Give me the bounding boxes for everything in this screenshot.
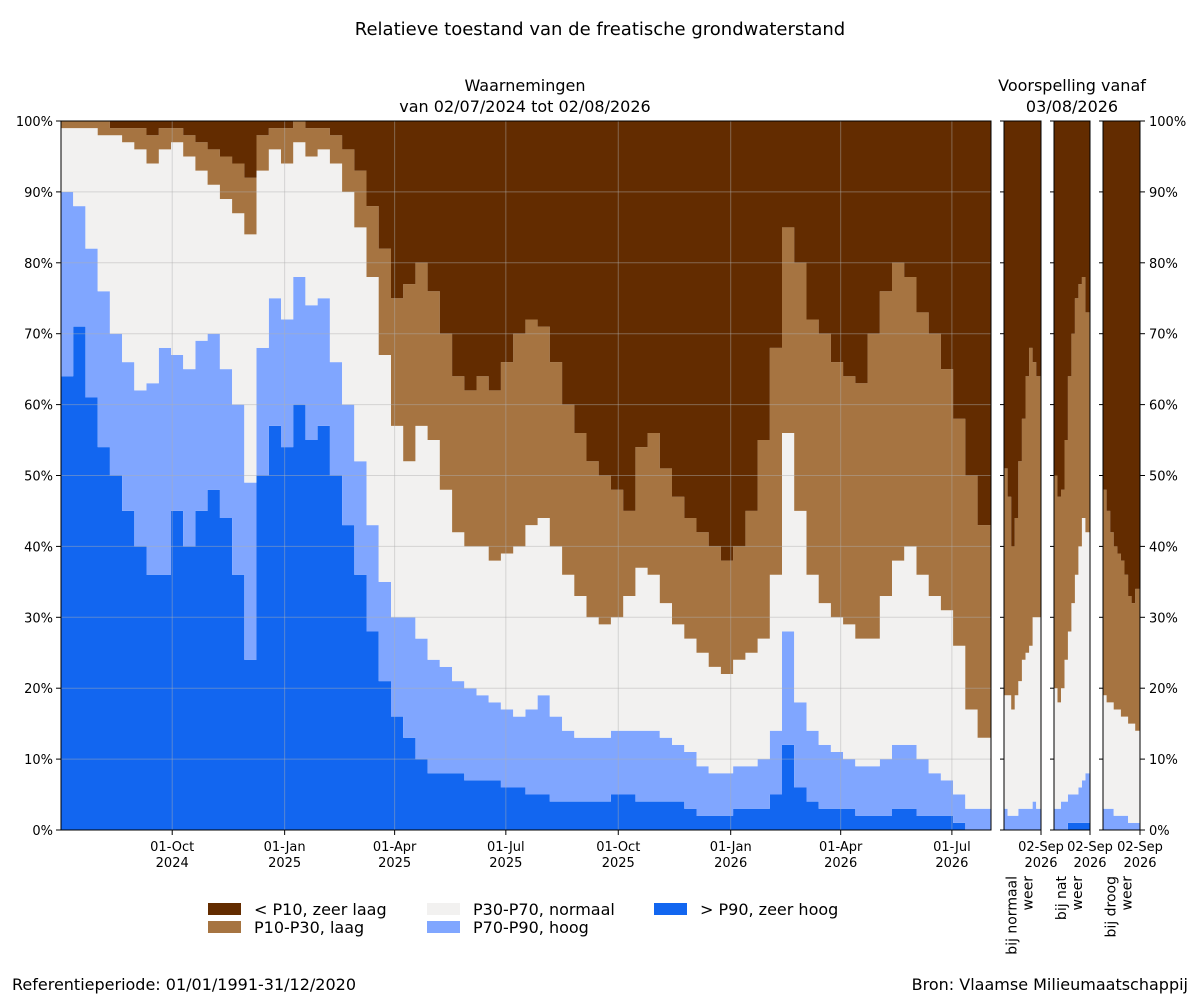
y-tick-label-left: 60% (24, 399, 53, 414)
y-tick-label-right: 90% (1149, 186, 1178, 201)
x-tick-label-year: 2025 (268, 856, 301, 871)
forecast-area-zl (1054, 121, 1090, 497)
forecast-x-tick-label-year: 2026 (1024, 856, 1057, 871)
x-tick-label: 01-Oct (150, 840, 194, 855)
forecast-scenario-label-line2: weer (1021, 876, 1037, 911)
y-tick-label-left: 30% (24, 611, 53, 626)
forecast-title-line2: 03/08/2026 (1026, 97, 1118, 116)
observation-area-zl (61, 121, 991, 561)
y-tick-label-right: 10% (1149, 753, 1178, 768)
forecast-scenario-label-line1: bij normaal (1005, 876, 1021, 955)
legend-label-n: P30-P70, normaal (473, 900, 615, 919)
forecast-x-tick-label: 02-Sep (1117, 840, 1163, 855)
x-tick-label: 01-Apr (373, 840, 417, 855)
legend-swatch-h (427, 921, 460, 933)
forecast-scenario-label-line2: weer (1120, 876, 1136, 911)
forecast-area-l (1103, 489, 1140, 731)
x-tick-label: 01-Jan (264, 840, 306, 855)
observation-area-h (61, 191, 991, 830)
x-tick-label: 01-Jul (933, 840, 971, 855)
forecast-x-tick-label: 02-Sep (1067, 840, 1113, 855)
forecast-scenario-label-line1: bij nat (1054, 875, 1070, 920)
source-credit: Bron: Vlaamse Milieumaatschappij (912, 975, 1188, 994)
legend-swatch-l (208, 921, 241, 933)
x-tick-label-year: 2026 (935, 856, 968, 871)
legend-label-h: P70-P90, hoog (473, 918, 589, 937)
x-tick-label: 01-Oct (596, 840, 640, 855)
legend-swatch-n (427, 903, 460, 915)
y-tick-label-right: 100% (1149, 115, 1186, 130)
x-tick-label: 01-Apr (819, 840, 863, 855)
y-tick-label-left: 90% (24, 186, 53, 201)
forecast-x-tick-label: 02-Sep (1018, 840, 1064, 855)
y-tick-label-right: 30% (1149, 611, 1178, 626)
y-tick-label-left: 10% (24, 753, 53, 768)
forecast-area-zl (1004, 121, 1041, 547)
legend-swatch-zl (208, 903, 241, 915)
y-tick-label-right: 50% (1149, 470, 1178, 485)
y-tick-label-right: 70% (1149, 328, 1178, 343)
forecast-area-l (1004, 347, 1041, 710)
y-tick-label-left: 50% (24, 470, 53, 485)
forecast-area-h (1004, 801, 1041, 830)
observations-title-line1: Waarnemingen (465, 76, 586, 95)
observation-area-n (61, 128, 991, 809)
forecast-area-zl (1103, 121, 1140, 604)
y-axis-right: 0% 10% 20% 30% 40% 50% 60% 70% 80% 90% 100% (1140, 115, 1186, 839)
legend-swatch-zh (654, 903, 687, 915)
y-axis-left: 0% 10% 20% 30% 40% 50% 60% 70% 80% 90% 100% (16, 115, 61, 839)
x-tick-label-year: 2026 (714, 856, 747, 871)
legend-label-l: P10-P30, laag (254, 918, 364, 937)
y-tick-label-left: 0% (32, 824, 53, 839)
legend-label-zl: < P10, zeer laag (254, 900, 387, 919)
y-tick-label-right: 60% (1149, 399, 1178, 414)
forecast-area-zh (1054, 822, 1090, 830)
x-tick-label-year: 2024 (156, 856, 189, 871)
y-tick-label-left: 20% (24, 682, 53, 697)
legend-label-zh: > P90, zeer hoog (700, 900, 838, 919)
y-tick-label-left: 70% (24, 328, 53, 343)
y-tick-label-right: 20% (1149, 682, 1178, 697)
forecast-scenario-label-line1: bij droog (1104, 876, 1120, 937)
x-tick-label: 01-Jan (710, 840, 752, 855)
y-tick-label-right: 0% (1149, 824, 1170, 839)
forecast-area-l (1054, 277, 1090, 703)
reference-period: Referentieperiode: 01/01/1991-31/12/2020 (12, 975, 356, 994)
forecast-area-h (1103, 808, 1140, 830)
x-tick-label: 01-Jul (487, 840, 525, 855)
forecast-area-n (1054, 518, 1090, 809)
y-tick-label-left: 40% (24, 540, 53, 555)
forecast-scenario-label-line2: weer (1070, 876, 1086, 911)
y-tick-label-left: 80% (24, 257, 53, 272)
observation-area-zh (61, 326, 991, 830)
x-tick-label-year: 2026 (824, 856, 857, 871)
observation-area-l (61, 121, 991, 738)
observations-panel: 01-Oct202401-Jan202501-Apr202501-Jul2025… (60, 120, 992, 871)
forecast-x-tick-label-year: 2026 (1073, 856, 1106, 871)
observations-title-line2: van 02/07/2024 tot 02/08/2026 (399, 97, 650, 116)
forecast-area-h (1054, 773, 1090, 830)
y-tick-label-right: 80% (1149, 257, 1178, 272)
y-tick-label-left: 100% (16, 115, 53, 130)
chart-title: Relatieve toestand van de freatische gro… (355, 19, 845, 40)
forecast-area-n (1103, 695, 1140, 823)
x-tick-label-year: 2025 (378, 856, 411, 871)
forecast-title-line1: Voorspelling vanaf (998, 76, 1146, 95)
forecast-area-n (1004, 617, 1041, 816)
x-tick-label-year: 2025 (602, 856, 635, 871)
y-tick-label-right: 40% (1149, 540, 1178, 555)
x-tick-label-year: 2025 (489, 856, 522, 871)
forecast-x-tick-label-year: 2026 (1123, 856, 1156, 871)
